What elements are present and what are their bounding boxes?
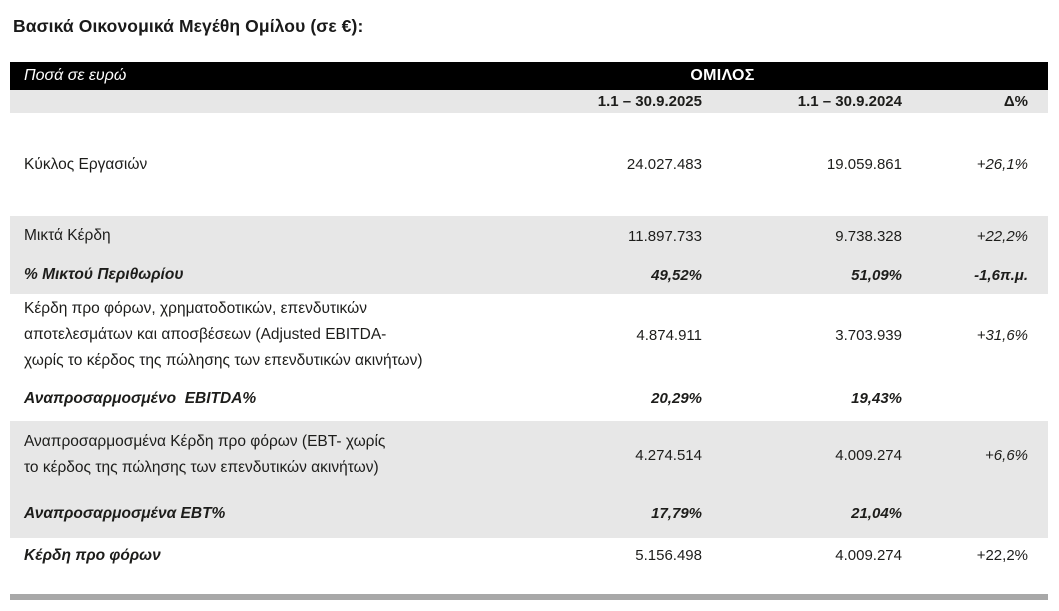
- value-2025: 24.027.483: [626, 156, 702, 173]
- value-delta: [915, 489, 1048, 538]
- value-delta: +22,2%: [915, 216, 1048, 256]
- table-row-gross-profit: Μικτά Κέρδη 11.897.733 9.738.328 +22,2%: [10, 216, 1048, 256]
- row-label: Κύκλος Εργασιών: [24, 155, 148, 173]
- value-2025: 20,29%: [651, 390, 702, 407]
- value-2024: 51,09%: [715, 256, 915, 294]
- row-label-line: Αναπροσαρμοσμένα Κέρδη προ φόρων (EBT- χ…: [24, 433, 386, 450]
- value-2025: 49,52%: [530, 256, 715, 294]
- col-header-period-2025: 1.1 – 30.9.2025: [530, 90, 715, 113]
- value-2024: 9.738.328: [715, 216, 915, 256]
- value-2025: 4.874.911: [636, 326, 702, 344]
- row-label-line: Κέρδη προ φόρων, χρηματοδοτικών, επενδυτ…: [24, 300, 367, 317]
- col-header-delta: Δ%: [915, 90, 1048, 113]
- table-row-adjusted-ebt: Αναπροσαρμοσμένα Κέρδη προ φόρων (EBT- χ…: [10, 421, 1048, 489]
- value-delta: [915, 376, 1048, 421]
- row-label-line: το κέρδος της πώλησης των επενδυτικών ακ…: [24, 459, 379, 476]
- row-label: Αναπροσαρμοσμένα Κέρδη προ φόρων (EBT- χ…: [10, 421, 530, 489]
- row-label: Κέρδη προ φόρων, χρηματοδοτικών, επενδυτ…: [10, 294, 530, 376]
- group-header: ΟΜΙΛΟΣ: [530, 62, 915, 90]
- period-header-row: 1.1 – 30.9.2025 1.1 – 30.9.2024 Δ%: [10, 90, 1048, 113]
- value-delta: +22,2%: [976, 547, 1028, 564]
- value-2024: 4.009.274: [715, 421, 915, 489]
- value-delta: +26,1%: [976, 156, 1028, 173]
- value-2024: 3.703.939: [835, 326, 902, 344]
- value-delta: +6,6%: [915, 421, 1048, 489]
- value-2024: 19,43%: [851, 390, 902, 407]
- table-row-adjusted-ebitda-margin: Αναπροσαρμοσμένο EBITDA% 20,29% 19,43%: [10, 376, 1048, 421]
- bottom-rule: [10, 594, 1048, 600]
- table-row-adjusted-ebt-margin: Αναπροσαρμοσμένα EBT% 17,79% 21,04%: [10, 489, 1048, 538]
- row-label: Μικτά Κέρδη: [10, 216, 530, 256]
- header-bar-spacer: [915, 62, 1048, 90]
- col-header-period-2024: 1.1 – 30.9.2024: [715, 90, 915, 113]
- table-row-gross-margin: % Μικτού Περιθωρίου 49,52% 51,09% -1,6π.…: [10, 256, 1048, 294]
- value-2024: 4.009.274: [835, 547, 902, 564]
- row-label: Αναπροσαρμοσμένο EBITDA%: [24, 389, 257, 407]
- row-label: % Μικτού Περιθωρίου: [10, 256, 530, 294]
- table-row-adjusted-ebitda: Κέρδη προ φόρων, χρηματοδοτικών, επενδυτ…: [10, 294, 1048, 376]
- value-2024: 21,04%: [715, 489, 915, 538]
- units-label: Ποσά σε ευρώ: [10, 62, 530, 90]
- value-2025: 11.897.733: [530, 216, 715, 256]
- period-header-spacer: [10, 90, 530, 113]
- group-financials-table: Ποσά σε ευρώ ΟΜΙΛΟΣ 1.1 – 30.9.2025 1.1 …: [10, 62, 1048, 573]
- page-title: Βασικά Οικονομικά Μεγέθη Ομίλου (σε €):: [13, 16, 364, 36]
- table-row-profit-before-tax: Κέρδη προ φόρων 5.156.498 4.009.274 +22,…: [10, 538, 1048, 573]
- value-2025: 5.156.498: [635, 547, 702, 564]
- value-2025: 17,79%: [530, 489, 715, 538]
- value-delta: +31,6%: [976, 326, 1028, 344]
- table-header-bar: Ποσά σε ευρώ ΟΜΙΛΟΣ: [10, 62, 1048, 90]
- value-2025: 4.274.514: [530, 421, 715, 489]
- table-row-revenue: Κύκλος Εργασιών 24.027.483 19.059.861 +2…: [10, 113, 1048, 216]
- value-2024: 19.059.861: [826, 156, 902, 173]
- row-label-line: αποτελεσμάτων και αποσβέσεων (Adjusted E…: [24, 326, 387, 343]
- row-label-line: χωρίς το κέρδος της πώλησης των επενδυτι…: [24, 352, 423, 369]
- value-delta: -1,6π.μ.: [915, 256, 1048, 294]
- row-label: Κέρδη προ φόρων: [24, 546, 161, 564]
- row-label: Αναπροσαρμοσμένα EBT%: [10, 489, 530, 538]
